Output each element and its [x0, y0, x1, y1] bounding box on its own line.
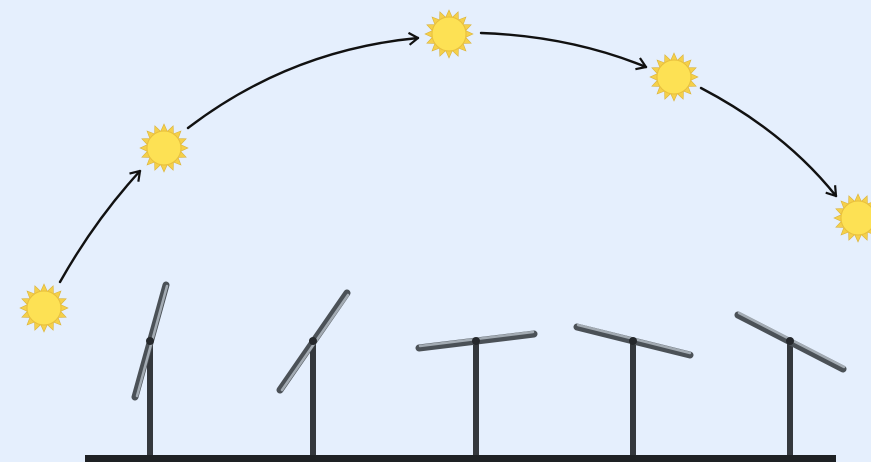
arrow — [186, 31, 420, 130]
sun — [649, 52, 699, 102]
sun — [424, 9, 474, 59]
sun — [19, 283, 69, 333]
arrow — [699, 86, 838, 198]
ground — [85, 455, 836, 462]
arrow — [58, 169, 142, 284]
pivot — [786, 337, 794, 345]
pivot — [146, 337, 154, 345]
sun — [139, 123, 189, 173]
arrow — [479, 31, 648, 71]
pivot — [629, 337, 637, 345]
pivot — [309, 337, 317, 345]
pivot — [472, 337, 480, 345]
